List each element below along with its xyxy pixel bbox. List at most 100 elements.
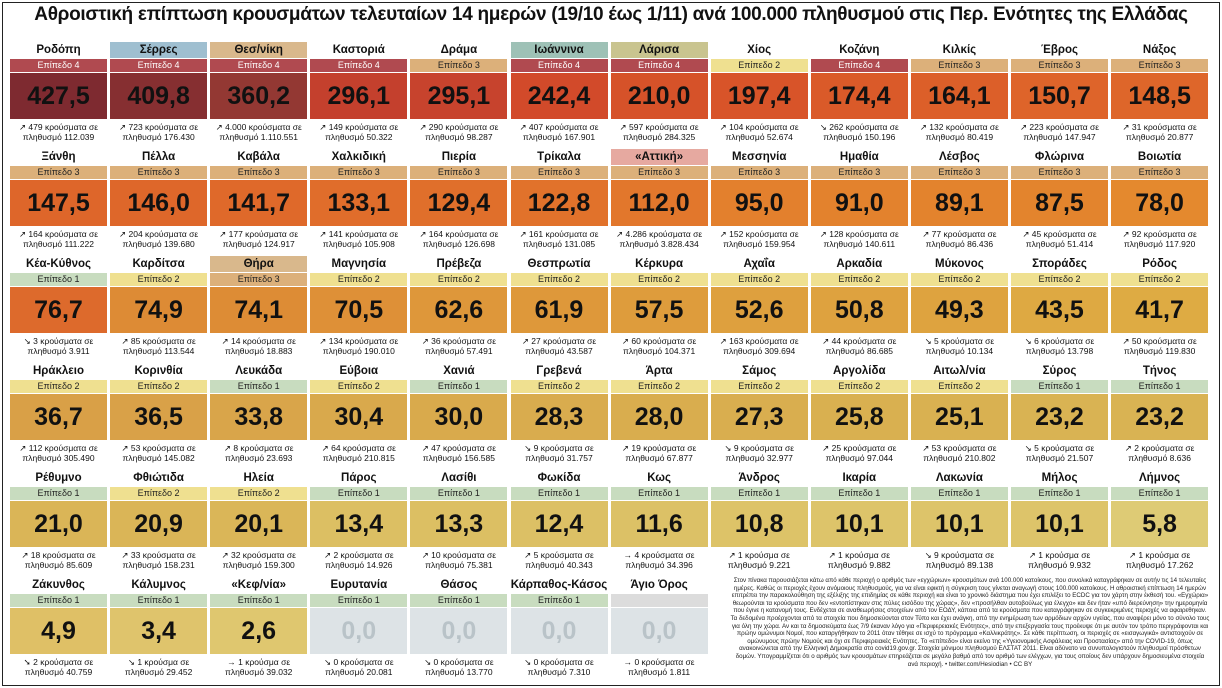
region-name: Μύκονος [935, 258, 984, 270]
cases-info: ↗ 2 κρούσματα σε πληθυσμό 8.636 [1124, 443, 1195, 463]
level-badge: Επίπεδο 1 [810, 487, 908, 500]
region-name: Ροδόπη [36, 44, 81, 56]
region-name: Κιλκίς [942, 44, 977, 56]
level-badge: Επίπεδο 4 [10, 59, 107, 72]
level-badge: Επίπεδο 1 [710, 487, 808, 500]
level-badge: Επίπεδο 2 [510, 380, 608, 393]
incidence-value: 41,7 [1111, 287, 1209, 333]
region-name: Ευρυτανία [330, 579, 388, 591]
incidence-value: 409,8 [110, 73, 208, 119]
region-name: Πάρος [341, 472, 377, 484]
incidence-value: 427,5 [10, 73, 107, 119]
region-name: «Αττική» [610, 149, 708, 165]
incidence-value: 89,1 [910, 180, 1008, 226]
region-name: Κορινθία [134, 365, 183, 377]
incidence-value: 52,6 [710, 287, 808, 333]
level-badge: Επίπεδο 3 [410, 59, 508, 72]
incidence-value: 112,0 [610, 180, 708, 226]
incidence-value: 141,7 [210, 180, 308, 226]
cases-info: ↗ 204 κρούσματα σε πληθυσμό 139.680 [119, 229, 199, 249]
region-name: Νάξος [1142, 44, 1177, 56]
incidence-value: 23,2 [1111, 394, 1209, 440]
region-name: Γρεβενά [536, 365, 582, 377]
region-name: Βοιωτία [1137, 151, 1182, 163]
cases-info: ↘ 9 κρούσματα σε πληθυσμό 31.757 [524, 443, 594, 463]
region-name: Κέρκυρα [635, 258, 684, 270]
cases-info: ↗ 407 κρούσματα σε πληθυσμό 167.901 [519, 122, 599, 142]
incidence-value: 5,8 [1111, 501, 1209, 547]
cases-info: ↗ 10 κρούσματα σε πληθυσμό 75.381 [421, 550, 497, 570]
level-badge: Επίπεδο 1 [410, 487, 508, 500]
region-name: Κέα-Κύθνος [25, 258, 91, 270]
level-badge: Επίπεδο 3 [10, 166, 107, 179]
cases-info: ↗ 47 κρούσματα σε πληθυσμό 156.585 [421, 443, 497, 463]
level-badge: Επίπεδο 2 [610, 380, 708, 393]
incidence-value: 23,2 [1011, 394, 1108, 440]
cases-info: ↗ 1 κρούσμα σε πληθυσμό 9.932 [1028, 550, 1091, 570]
incidence-value: 0,0 [610, 608, 708, 654]
region-name: Χανιά [443, 365, 475, 377]
region-name: Καστοριά [332, 44, 385, 56]
cases-info: ↗ 50 κρούσματα σε πληθυσμό 119.830 [1122, 336, 1197, 356]
incidence-value: 27,3 [710, 394, 808, 440]
level-badge: Επίπεδο 3 [410, 166, 508, 179]
level-badge: Επίπεδο 3 [210, 273, 308, 286]
cases-info: ↗ 18 κρούσματα σε πληθυσμό 85.609 [21, 550, 96, 570]
cases-info: → 4 κρούσματα σε πληθυσμό 34.396 [623, 550, 695, 570]
cases-info: ↗ 31 κρούσματα σε πληθυσμό 20.877 [1122, 122, 1197, 142]
region-name: Λευκάδα [235, 365, 283, 377]
incidence-value: 36,7 [10, 394, 107, 440]
incidence-value: 295,1 [410, 73, 508, 119]
cases-info: ↗ 27 κρούσματα σε πληθυσμό 43.587 [521, 336, 597, 356]
level-badge: Επίπεδο 2 [110, 380, 208, 393]
incidence-value: 129,4 [410, 180, 508, 226]
region-name: Κάλυμνος [131, 579, 186, 591]
cases-info: ↘ 6 κρούσματα σε πληθυσμό 13.798 [1024, 336, 1095, 356]
region-name: Πιερία [441, 151, 477, 163]
cases-info: ↗ 8 κρούσματα σε πληθυσμό 23.693 [223, 443, 294, 463]
level-badge [610, 594, 708, 607]
cases-info: ↘ 9 κρούσματα σε πληθυσμό 32.977 [724, 443, 794, 463]
region-name: Αργολίδα [833, 365, 886, 377]
level-badge: Επίπεδο 2 [310, 380, 408, 393]
level-badge: Επίπεδο 4 [510, 59, 608, 72]
region-name: Κοζάνη [839, 44, 880, 56]
cases-info: ↗ 128 κρούσματα σε πληθυσμό 140.611 [819, 229, 899, 249]
incidence-value: 87,5 [1011, 180, 1108, 226]
region-name: Ηράκλειο [33, 365, 84, 377]
incidence-value: 133,1 [310, 180, 408, 226]
cases-info: → 0 κρούσματα σε πληθυσμό 1.811 [623, 657, 695, 677]
incidence-value: 78,0 [1111, 180, 1209, 226]
incidence-value: 30,0 [410, 394, 508, 440]
cases-info: ↘ 0 κρούσματα σε πληθυσμό 20.081 [323, 657, 394, 677]
cases-info: ↗ 60 κρούσματα σε πληθυσμό 104.371 [621, 336, 697, 356]
region-name: Ημαθία [839, 151, 879, 163]
incidence-value: 28,0 [610, 394, 708, 440]
cases-info: ↗ 152 κρούσματα σε πληθυσμό 159.954 [719, 229, 799, 249]
region-name: Λάρισα [610, 42, 708, 58]
region-name: Εύβοια [339, 365, 379, 377]
level-badge: Επίπεδο 2 [10, 380, 107, 393]
level-badge: Επίπεδο 3 [810, 166, 908, 179]
cases-info: ↗ 77 κρούσματα σε πληθυσμό 86.436 [922, 229, 997, 249]
incidence-value: 25,1 [910, 394, 1008, 440]
level-badge: Επίπεδο 2 [810, 380, 908, 393]
level-badge: Επίπεδο 3 [510, 166, 608, 179]
incidence-value: 210,0 [610, 73, 708, 119]
cases-info: ↗ 2 κρούσματα σε πληθυσμό 14.926 [323, 550, 394, 570]
cases-info: ↗ 1 κρούσμα σε πληθυσμό 9.221 [727, 550, 791, 570]
incidence-value: 43,5 [1011, 287, 1108, 333]
region-name: Καβάλα [237, 151, 280, 163]
region-name: Θήρα [210, 256, 308, 272]
level-badge: Επίπεδο 1 [110, 594, 208, 607]
cases-info: ↗ 141 κρούσματα σε πληθυσμό 105.908 [319, 229, 399, 249]
level-badge: Επίπεδο 2 [1011, 273, 1108, 286]
cases-info: ↗ 479 κρούσματα σε πληθυσμό 112.039 [18, 122, 99, 142]
cases-info: ↘ 5 κρούσματα σε πληθυσμό 21.507 [1024, 443, 1095, 463]
cases-info: ↗ 45 κρούσματα σε πληθυσμό 51.414 [1022, 229, 1097, 249]
cases-info: ↗ 134 κρούσματα σε πληθυσμό 190.010 [319, 336, 399, 356]
region-name: Τρίκαλα [537, 151, 581, 163]
incidence-value: 57,5 [610, 287, 708, 333]
region-name: Φωκίδα [537, 472, 581, 484]
region-name: Αχαΐα [743, 258, 775, 270]
